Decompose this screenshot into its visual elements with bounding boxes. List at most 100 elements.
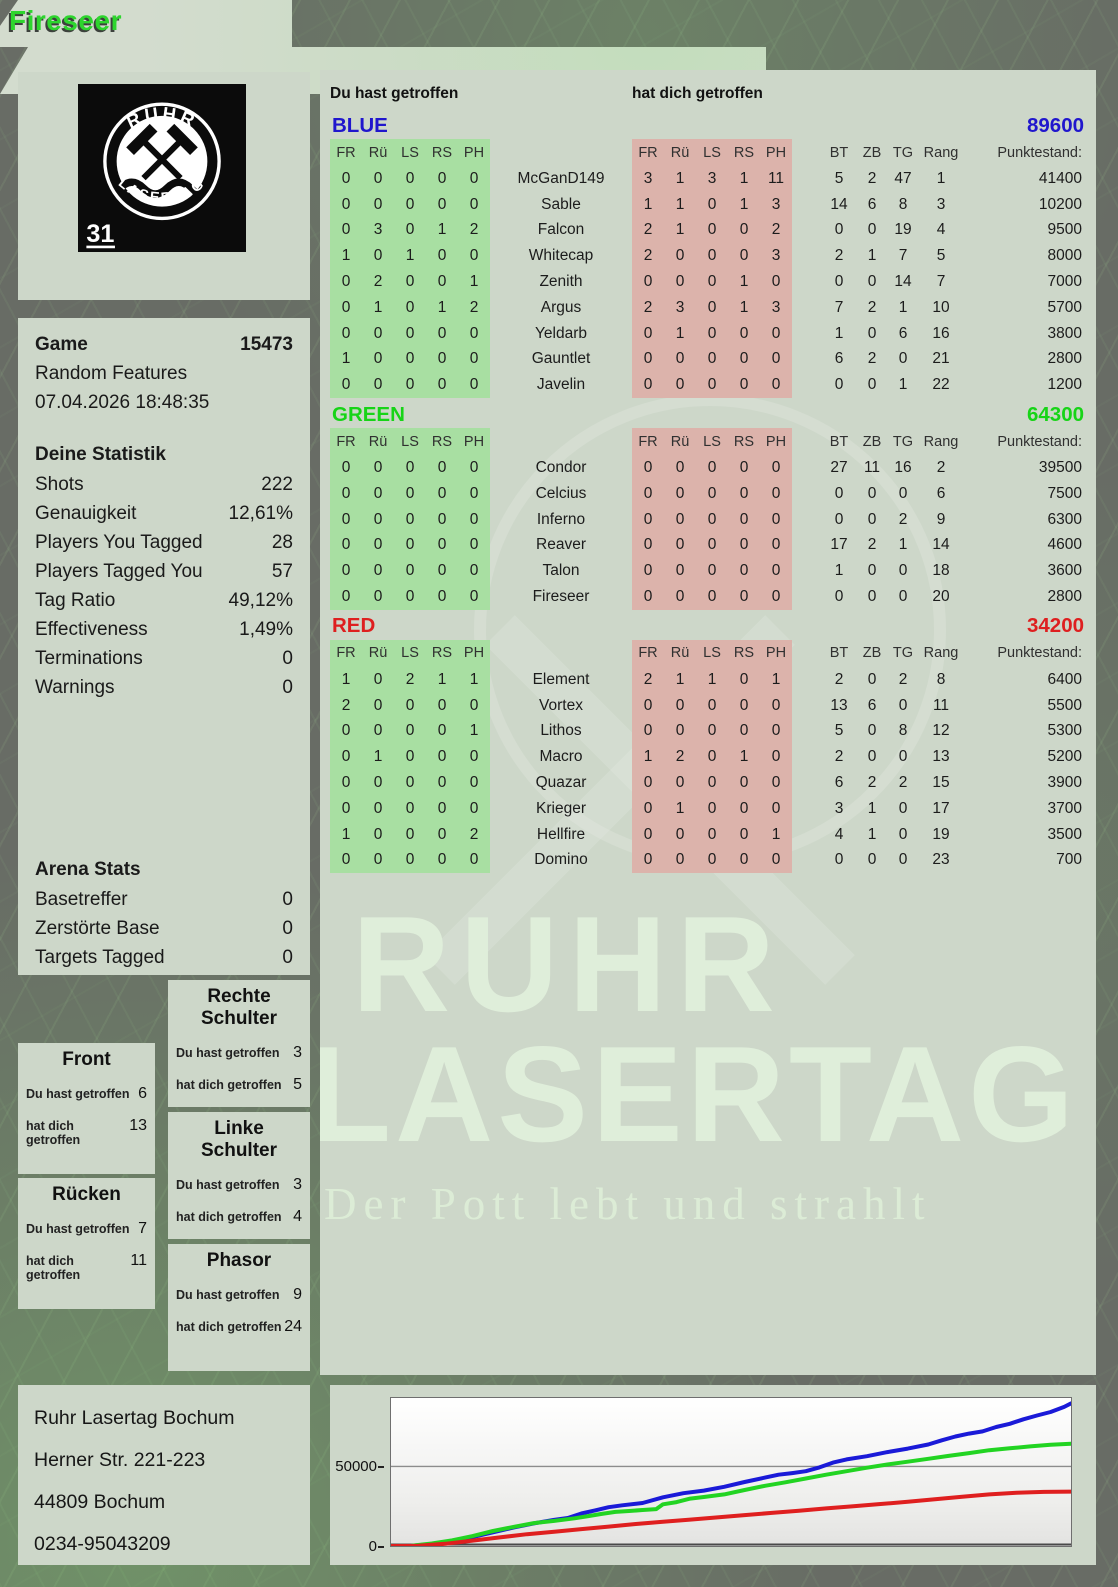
you-hit-cell: 0 bbox=[426, 558, 458, 585]
hit-you-cell: 0 bbox=[696, 821, 728, 848]
arena-stat-row: Targets Tagged 0 bbox=[35, 946, 293, 968]
punktestand-cell: 41400 bbox=[1038, 169, 1082, 187]
you-hit-cell: 2 bbox=[394, 666, 426, 693]
hit-you-cell: 0 bbox=[728, 243, 760, 270]
team-name: GREEN bbox=[332, 402, 405, 426]
punktestand-cell: 3800 bbox=[1047, 324, 1082, 342]
you-hit-cell: 0 bbox=[362, 320, 394, 347]
player-name-title: Fireseer bbox=[9, 5, 122, 36]
hit-you-cell: 0 bbox=[632, 558, 664, 585]
player-row: 0 0 0 0 0 Yeldarb 0 1 0 0 0 1 0 6 16 3800 bbox=[330, 320, 1086, 347]
score-progress-chart bbox=[389, 1397, 1073, 1548]
you-hit-cell: 0 bbox=[330, 480, 362, 507]
bt-cell: 7 bbox=[834, 298, 844, 316]
you-hit-cell: 0 bbox=[426, 506, 458, 533]
rang-cell: 7 bbox=[936, 273, 946, 291]
hit-you-cell: 0 bbox=[760, 718, 792, 745]
player-row: 2 0 0 0 0 Vortex 0 0 0 0 0 13 6 0 11 5500 bbox=[330, 692, 1086, 719]
hit-you-cell: 1 bbox=[728, 269, 760, 295]
player-name: Reaver bbox=[536, 536, 586, 554]
zone-phasor: Phasor Du hast getroffen 9 hat dich getro… bbox=[168, 1244, 310, 1371]
you-hit-cell: 1 bbox=[330, 821, 362, 848]
punktestand-cell: 3500 bbox=[1047, 825, 1082, 843]
team-header: GREEN 64300 bbox=[330, 401, 1086, 428]
hit-you-cell: 0 bbox=[664, 692, 696, 719]
hit-you-label: hat dich getroffen bbox=[632, 84, 763, 102]
you-hit-cell: 0 bbox=[394, 506, 426, 533]
punktestand-cell: 2800 bbox=[1047, 588, 1082, 606]
you-hit-cell: 0 bbox=[394, 821, 426, 848]
hit-you-cell: 1 bbox=[760, 666, 792, 693]
spacer-cell bbox=[792, 372, 822, 398]
zb-cell: 0 bbox=[867, 221, 877, 239]
hit-you-cell: 1 bbox=[760, 821, 792, 848]
hit-you-cell: 2 bbox=[632, 294, 664, 321]
you-hit-cell: 0 bbox=[394, 480, 426, 507]
hit-you-cell: 2 bbox=[760, 217, 792, 244]
spacer-cell bbox=[792, 719, 822, 745]
player-name: Zenith bbox=[539, 273, 583, 291]
col-header-them: FR bbox=[632, 428, 664, 456]
hit-you-cell: 1 bbox=[632, 744, 664, 771]
col-header-you: FR bbox=[330, 428, 362, 456]
col-header-them: RS bbox=[728, 139, 760, 166]
hit-you-cell: 1 bbox=[728, 744, 760, 771]
player-row: 1 0 0 0 0 Gauntlet 0 0 0 0 0 6 2 0 21 2800 bbox=[330, 346, 1086, 373]
rang-cell: 2 bbox=[936, 459, 946, 477]
col-header-punktestand: Punktestand: bbox=[997, 433, 1082, 450]
you-hit-cell: 0 bbox=[362, 532, 394, 559]
you-hit-cell: 1 bbox=[330, 243, 362, 270]
col-header-you: RS bbox=[426, 639, 458, 667]
col-header-them: PH bbox=[760, 428, 792, 456]
tg-cell: 0 bbox=[898, 748, 908, 766]
zb-cell: 2 bbox=[867, 298, 877, 316]
you-hit-cell: 0 bbox=[362, 584, 394, 610]
hit-you-cell: 0 bbox=[696, 191, 728, 218]
spacer-cell bbox=[792, 218, 822, 244]
hit-you-cell: 0 bbox=[664, 532, 696, 559]
player-row: 0 0 0 0 0 Sable 1 1 0 1 3 14 6 8 3 10200 bbox=[330, 191, 1086, 218]
col-header-you: LS bbox=[394, 639, 426, 667]
player-row: 0 0 0 0 0 Fireseer 0 0 0 0 0 0 0 0 20 2800 bbox=[330, 584, 1086, 610]
col-header-you: Rü bbox=[362, 428, 394, 456]
player-name: Sable bbox=[541, 195, 581, 213]
spacer-cell bbox=[792, 667, 822, 693]
hit-you-cell: 0 bbox=[728, 584, 760, 610]
hit-you-cell: 1 bbox=[728, 294, 760, 321]
hit-you-cell: 0 bbox=[696, 294, 728, 321]
hit-you-cell: 0 bbox=[664, 243, 696, 270]
hit-you-cell: 0 bbox=[728, 372, 760, 399]
hit-you-cell: 0 bbox=[632, 506, 664, 533]
you-hit-cell: 0 bbox=[426, 744, 458, 771]
game-label: Game bbox=[35, 333, 88, 355]
hit-you-cell: 3 bbox=[664, 294, 696, 321]
you-hit-cell: 0 bbox=[394, 558, 426, 585]
hit-you-cell: 0 bbox=[664, 847, 696, 874]
hit-you-cell: 0 bbox=[728, 346, 760, 373]
hit-you-cell: 0 bbox=[632, 692, 664, 719]
hit-you-cell: 0 bbox=[760, 558, 792, 585]
you-hit-cell: 0 bbox=[394, 770, 426, 796]
you-hit-cell: 0 bbox=[426, 718, 458, 745]
you-hit-cell: 0 bbox=[426, 346, 458, 373]
player-row: 0 0 0 0 0 Celcius 0 0 0 0 0 0 0 0 6 7500 bbox=[330, 480, 1086, 507]
col-header-right: ZB bbox=[862, 144, 882, 161]
name-col-header bbox=[490, 139, 632, 166]
bt-cell: 2 bbox=[834, 748, 844, 766]
player-name: Whitecap bbox=[528, 247, 594, 265]
you-hit-cell: 0 bbox=[362, 821, 394, 848]
you-hit-cell: 0 bbox=[362, 506, 394, 533]
hit-you-cell: 0 bbox=[632, 718, 664, 745]
you-hit-cell: 0 bbox=[458, 692, 490, 719]
hit-you-cell: 0 bbox=[728, 480, 760, 507]
hit-you-cell: 0 bbox=[728, 770, 760, 796]
hit-you-cell: 0 bbox=[632, 532, 664, 559]
bt-cell: 2 bbox=[834, 247, 844, 265]
you-hit-cell: 0 bbox=[362, 770, 394, 796]
you-hit-cell: 0 bbox=[330, 191, 362, 218]
hit-you-cell: 0 bbox=[696, 532, 728, 559]
tg-cell: 1 bbox=[898, 536, 908, 554]
you-hit-cell: 0 bbox=[426, 372, 458, 399]
player-name: Hellfire bbox=[536, 825, 586, 843]
tg-cell: 0 bbox=[898, 562, 908, 580]
